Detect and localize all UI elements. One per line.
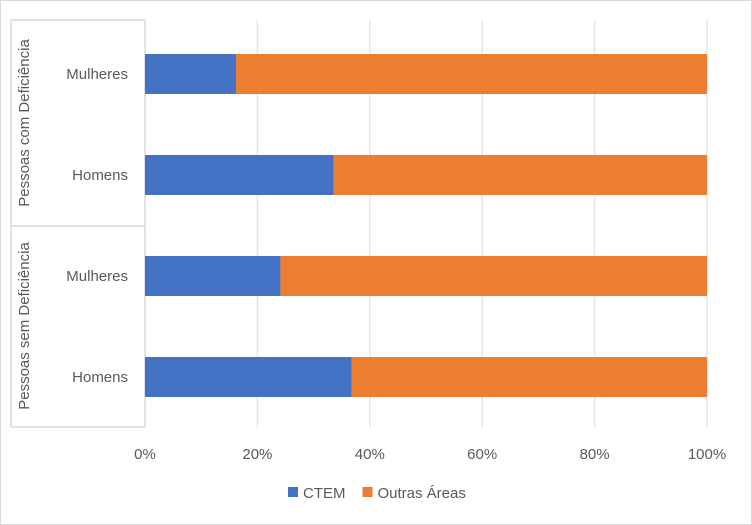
bar-ctem <box>145 357 352 397</box>
legend-swatch <box>288 487 298 497</box>
group-label: Pessoas sem Deficiência <box>16 242 33 410</box>
legend-swatch <box>362 487 373 497</box>
x-tick-label: 100% <box>688 446 726 463</box>
bar-outras-áreas <box>351 357 707 397</box>
bar-ctem <box>145 256 281 296</box>
legend-label: Outras Áreas <box>378 485 466 502</box>
x-tick-label: 20% <box>242 446 272 463</box>
x-tick-label: 80% <box>580 446 610 463</box>
x-tick-label: 0% <box>134 446 156 463</box>
category-label: Mulheres <box>66 66 128 83</box>
legend-label: CTEM <box>303 485 346 502</box>
category-label: Mulheres <box>66 268 128 285</box>
bar-ctem <box>145 54 237 94</box>
bar-ctem <box>145 155 334 195</box>
x-tick-label: 40% <box>355 446 385 463</box>
bar-outras-áreas <box>280 256 707 296</box>
x-tick-label: 60% <box>467 446 497 463</box>
category-label: Homens <box>72 369 128 386</box>
group-label: Pessoas com Deficiência <box>16 39 33 207</box>
bar-outras-áreas <box>333 155 707 195</box>
bar-outras-áreas <box>236 54 707 94</box>
category-label: Homens <box>72 167 128 184</box>
